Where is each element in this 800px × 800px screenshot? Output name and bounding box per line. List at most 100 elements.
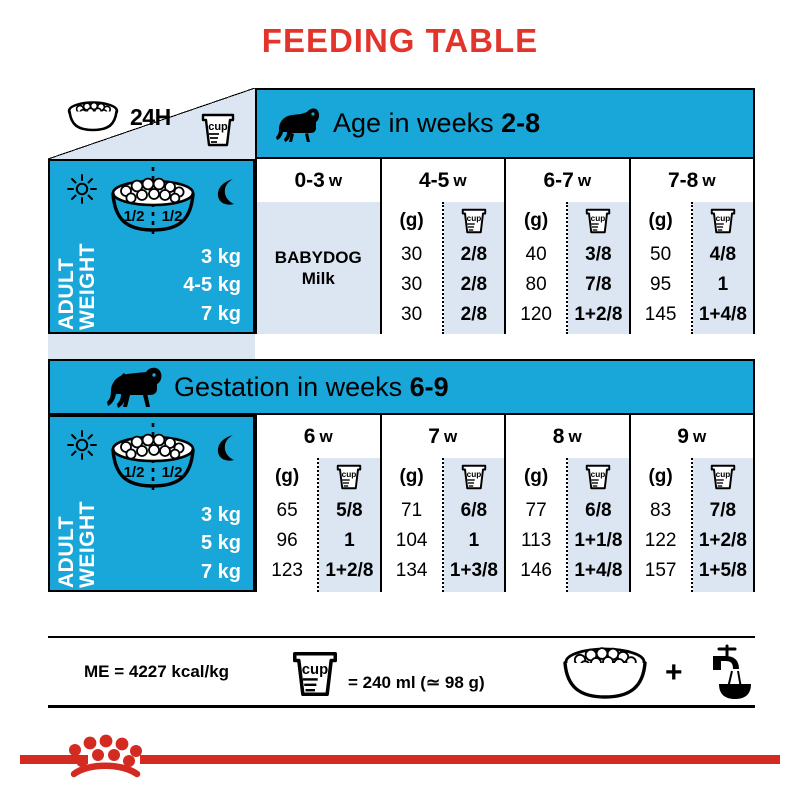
table-cell: 2/8 [460, 304, 488, 325]
adult-dog-icon [102, 365, 168, 413]
svg-text:1/2: 1/2 [124, 208, 145, 225]
section-banner-gestation: Gestation in weeks 6-9 [48, 359, 755, 415]
weight-value: 3 kg [200, 503, 241, 526]
adult-label: ADULT [55, 257, 78, 330]
table-cell: 2/8 [460, 274, 488, 295]
grams-subcolumn: (g) 71 104 134 [381, 458, 444, 592]
table-cell: 30 [401, 244, 423, 265]
week-header-cell: 6-7 w [506, 159, 631, 202]
weight-value: 7 kg [200, 302, 241, 325]
week-header-cell: 4-5 w [382, 159, 506, 202]
logo-bar-right [140, 755, 780, 764]
sun-icon [66, 429, 98, 461]
metabolizable-energy-label: ME = 4227 kcal/kg [84, 662, 230, 681]
table-cell: 1+4/8 [698, 304, 747, 325]
section-banner-age: Age in weeks 2-8 [255, 88, 755, 159]
section-banner-age-text: Age in weeks 2-8 [333, 108, 541, 138]
table-cell: 157 [644, 560, 677, 581]
feeding-table: 24H cup [48, 88, 755, 708]
bowl-plus-water: + [553, 644, 759, 702]
table-cell: 122 [644, 530, 677, 551]
corner-cell: 24H cup [48, 88, 255, 159]
svg-text:1/2: 1/2 [124, 464, 145, 481]
dog-food-bowl-icon [553, 644, 657, 702]
table-cell: 146 [520, 560, 552, 581]
table-cell: 96 [276, 530, 298, 551]
table-cell: 6/8 [585, 500, 612, 521]
week-header-cell: 0-3 w [257, 159, 382, 202]
measuring-cup-icon: cup [334, 458, 364, 496]
table-cell: 113 [520, 530, 552, 551]
table-cell: 3/8 [585, 244, 612, 265]
table-cell: 123 [271, 560, 303, 581]
weight-value: 7 kg [200, 560, 241, 583]
table-cell: 80 [525, 274, 547, 295]
data-grid-gestation: (g) 65 96 123 cup 5/8 1 1+2/8 (g) 7 [255, 458, 755, 592]
adult-label: ADULT [55, 515, 78, 588]
table-cell: 7/8 [585, 274, 612, 295]
table-cell: 104 [395, 530, 428, 551]
cup-subcolumn: cup 4/8 1 1+4/8 [692, 202, 753, 334]
side-panel-age: 1/2 1/2 ADULT WEIGHT 3 kg 4-5 kg 7 kg [48, 159, 255, 334]
data-column: (g) 40 80 120 cup 3/8 7/8 1+2/8 [506, 202, 631, 334]
svg-text:cup: cup [467, 470, 482, 479]
frequency-indicator: 24H [62, 100, 171, 134]
crown-icon [46, 724, 158, 784]
plus-sign: + [665, 656, 683, 689]
data-column: (g) 71 104 134 cup 6/8 1 1+3/8 [381, 458, 506, 592]
cup-equivalence: cup = 240 ml (≃ 98 g) [288, 646, 485, 702]
table-cell: 1+4/8 [574, 560, 623, 581]
logo-bar-left [20, 755, 88, 764]
table-cell: 1+5/8 [698, 560, 747, 581]
grams-subcolumn: (g) 50 95 145 [630, 202, 693, 334]
svg-text:cup: cup [467, 214, 482, 223]
cup-subcolumn: cup 3/8 7/8 1+2/8 [568, 202, 629, 334]
week-header-cell: 7-8 w [631, 159, 755, 202]
svg-text:cup: cup [342, 470, 357, 479]
adult-weight-label-age: ADULT WEIGHT [55, 243, 99, 330]
grams-subcolumn: (g) 30 30 30 [381, 202, 444, 334]
table-cell: 71 [401, 500, 423, 521]
weight-value: 3 kg [200, 245, 241, 268]
moon-icon [213, 177, 239, 207]
half-split-bowl-icon: 1/2 1/2 [96, 167, 210, 247]
section-divider-strip [48, 334, 255, 359]
cup-subcolumn: cup 2/8 2/8 2/8 [443, 202, 504, 334]
table-cell: 1+2/8 [698, 530, 747, 551]
table-cell: 83 [650, 500, 672, 521]
cup-subcolumn: cup 6/8 1+1/8 1+4/8 [568, 458, 629, 592]
table-cell: 1+2/8 [325, 560, 374, 581]
data-grid-age: BABYDOG Milk (g) 30 30 30 cup 2/8 2/8 2 [255, 202, 755, 334]
measuring-cup-icon: cup [583, 458, 613, 496]
table-cell: 30 [401, 274, 423, 295]
grams-unit-header: (g) [523, 466, 549, 487]
grams-unit-header: (g) [648, 210, 673, 231]
babydog-milk-line1: BABYDOG [274, 247, 362, 267]
measuring-cup-icon: cup [708, 458, 738, 496]
table-cell: 1 [344, 530, 355, 551]
dog-food-bowl-icon [62, 100, 124, 134]
measuring-cup-icon: cup [708, 202, 738, 240]
grams-unit-header: (g) [399, 210, 424, 231]
weight-value: 5 kg [200, 532, 241, 555]
table-cell: 2/8 [460, 244, 488, 265]
royal-canin-crown-logo [0, 718, 800, 782]
grams-subcolumn: (g) 83 122 157 [630, 458, 693, 592]
weight-value: 4-5 kg [183, 274, 241, 297]
weight-values-age: 3 kg 4-5 kg 7 kg [183, 243, 241, 328]
faucet-water-bowl-icon [691, 644, 759, 702]
measuring-cup-icon: cup [583, 202, 613, 240]
puppy-icon [271, 103, 323, 145]
table-cell: 120 [520, 304, 552, 325]
weight-label: WEIGHT [76, 501, 99, 588]
table-cell: 30 [401, 304, 423, 325]
grams-unit-header: (g) [648, 466, 673, 487]
adult-weight-label-gestation: ADULT WEIGHT [55, 501, 99, 588]
table-cell: 1+2/8 [574, 304, 623, 325]
measuring-cup-icon: cup [288, 646, 342, 702]
table-cell: 65 [276, 500, 298, 521]
babydog-milk-line2: Milk [301, 269, 335, 288]
table-cell: 40 [525, 244, 547, 265]
